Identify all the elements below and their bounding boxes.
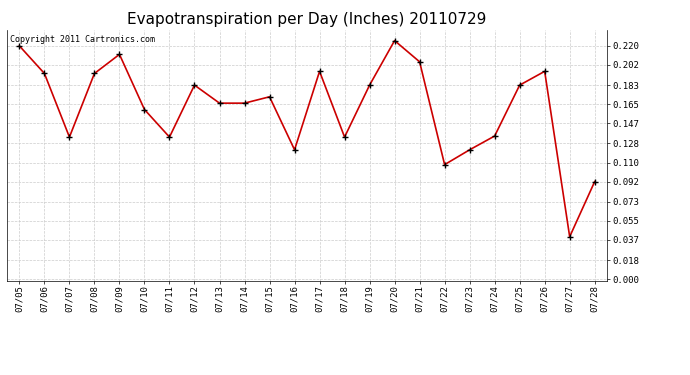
Title: Evapotranspiration per Day (Inches) 20110729: Evapotranspiration per Day (Inches) 2011… bbox=[128, 12, 486, 27]
Text: Copyright 2011 Cartronics.com: Copyright 2011 Cartronics.com bbox=[10, 35, 155, 44]
